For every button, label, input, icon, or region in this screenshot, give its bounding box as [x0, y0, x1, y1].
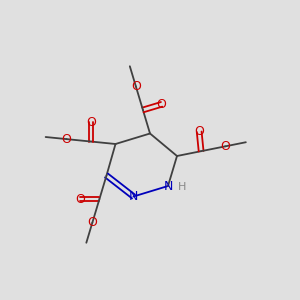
Text: O: O: [157, 98, 166, 111]
Text: O: O: [86, 116, 96, 129]
Text: O: O: [75, 193, 85, 206]
Text: O: O: [131, 80, 141, 93]
Text: N: N: [163, 179, 173, 193]
Text: O: O: [220, 140, 230, 153]
Text: H: H: [178, 182, 187, 193]
Text: O: O: [194, 125, 204, 138]
Text: O: O: [87, 216, 97, 229]
Text: N: N: [129, 190, 138, 203]
Text: O: O: [61, 133, 71, 146]
